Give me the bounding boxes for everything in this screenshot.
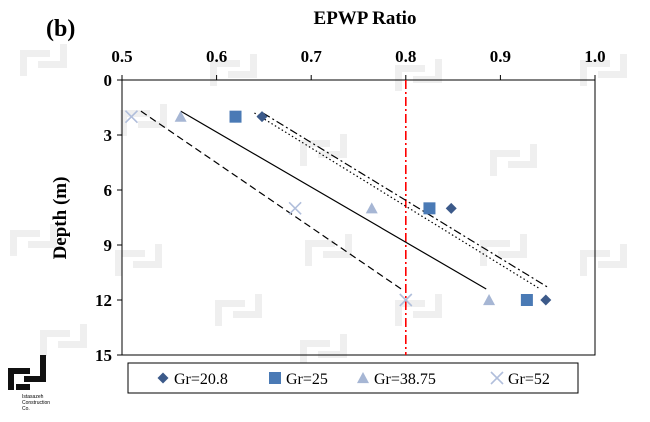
legend-entry: Gr=52 <box>490 371 550 388</box>
trendline-gr-38-75 <box>180 110 487 290</box>
legend-marker <box>357 372 369 384</box>
plot-area <box>121 79 596 356</box>
legend-entry: Gr=25 <box>269 371 328 388</box>
x-tick-label: 0.7 <box>301 47 323 66</box>
trendline-gr-20-8 <box>262 112 549 288</box>
watermark-pattern <box>10 44 627 366</box>
legend-entry: Gr=38.75 <box>357 371 436 388</box>
marker-gr-52 <box>124 110 139 124</box>
y-axis-label: Depth (m) <box>50 177 71 260</box>
marker-gr-52 <box>399 293 413 307</box>
marker-gr-20-8 <box>445 202 457 214</box>
legend-label: Gr=38.75 <box>374 371 436 388</box>
marker-gr-52 <box>288 201 302 215</box>
panel-label: (b) <box>46 16 75 42</box>
marker-gr-20-8 <box>256 111 268 123</box>
marker-gr-25 <box>520 294 533 306</box>
trendline-gr-52 <box>140 110 405 292</box>
logo-text-line-1: Istasazeh <box>22 394 44 400</box>
marker-gr-25 <box>423 202 436 215</box>
data-markers <box>124 110 552 307</box>
legend-entry: Gr=20.8 <box>157 371 228 388</box>
x-tick-label: 0.8 <box>395 47 416 66</box>
x-tick-label: 0.5 <box>111 47 132 66</box>
logo-text-line-3: Co. <box>22 406 30 412</box>
y-tick-label: 9 <box>104 236 113 255</box>
x-axis: 0.5 0.6 0.7 0.8 0.9 1.0 <box>111 47 606 80</box>
marker-gr-38-75 <box>483 294 496 306</box>
chart-title: EPWP Ratio <box>314 8 417 29</box>
y-tick-label: 3 <box>104 126 113 145</box>
legend: Gr=20.8 Gr=25 Gr=38.75 Gr=52 <box>157 371 550 388</box>
company-logo: Istasazeh Construction Co. <box>8 355 50 412</box>
x-tick-label: 0.6 <box>206 47 227 66</box>
x-tick-label: 0.9 <box>490 47 511 66</box>
y-tick-label: 12 <box>95 291 112 310</box>
trendlines <box>140 110 549 292</box>
y-tick-label: 6 <box>104 181 113 200</box>
y-tick-label: 0 <box>104 71 113 90</box>
legend-box <box>127 362 579 394</box>
marker-gr-38-75 <box>365 202 378 214</box>
y-axis: 0 3 6 9 12 15 <box>95 71 122 365</box>
legend-label: Gr=20.8 <box>174 371 228 388</box>
legend-label: Gr=52 <box>508 371 550 388</box>
trendline-gr-25 <box>254 112 541 290</box>
marker-gr-38-75 <box>174 110 187 122</box>
marker-gr-20-8 <box>540 294 552 306</box>
marker-gr-25 <box>229 110 242 123</box>
legend-marker <box>269 372 281 384</box>
x-tick-label: 1.0 <box>584 47 605 66</box>
legend-label: Gr=25 <box>286 371 328 388</box>
y-tick-label: 15 <box>95 346 112 365</box>
logo-text-line-2: Construction <box>22 400 50 406</box>
legend-marker <box>490 371 504 385</box>
legend-marker <box>157 372 169 384</box>
